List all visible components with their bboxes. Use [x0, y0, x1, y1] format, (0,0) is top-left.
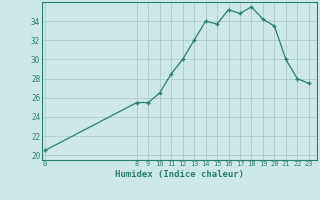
X-axis label: Humidex (Indice chaleur): Humidex (Indice chaleur): [115, 170, 244, 179]
